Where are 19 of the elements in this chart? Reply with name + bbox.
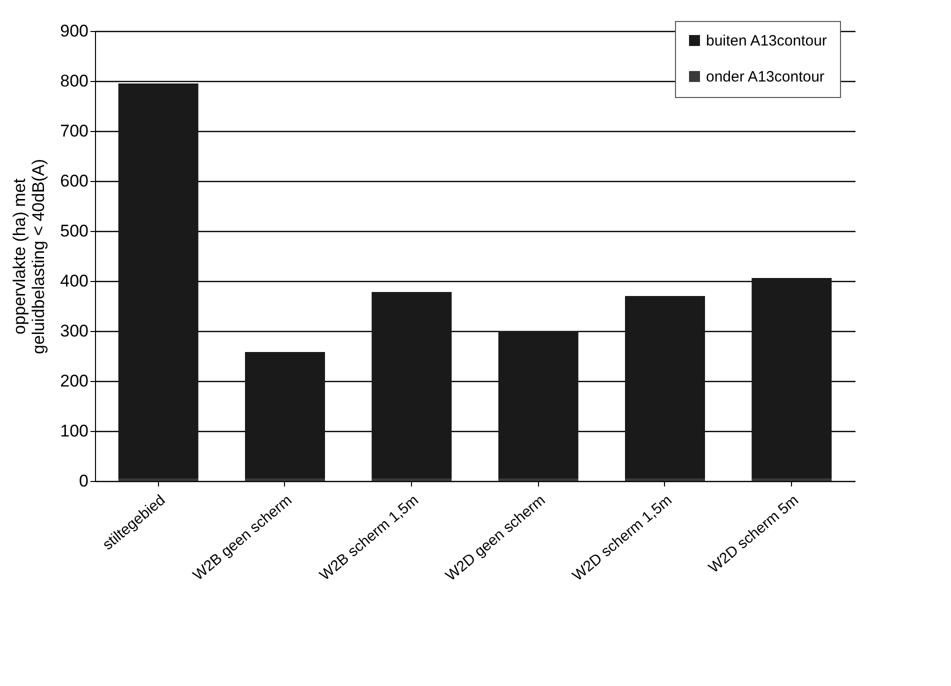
bar bbox=[752, 278, 832, 478]
y-tick-label: 0 bbox=[79, 472, 88, 490]
y-axis-title: oppervlakte (ha) met geluidbelasting < 40dB(A) bbox=[10, 158, 48, 354]
y-tick-label: 900 bbox=[60, 22, 88, 40]
y-tick-label: 700 bbox=[60, 122, 88, 140]
legend-label: buiten A13contour bbox=[706, 32, 827, 50]
bar bbox=[498, 331, 578, 478]
bar bbox=[372, 292, 452, 478]
legend-label: onder A13contour bbox=[706, 68, 824, 86]
y-tick-label: 600 bbox=[60, 172, 88, 190]
y-tick-label: 500 bbox=[60, 222, 88, 240]
y-tick-label: 800 bbox=[60, 72, 88, 90]
bar bbox=[245, 352, 325, 478]
bar bbox=[118, 84, 198, 478]
y-tick-label: 200 bbox=[60, 372, 88, 390]
y-tick-label: 400 bbox=[60, 272, 88, 290]
y-tick-label: 100 bbox=[60, 422, 88, 440]
bar bbox=[625, 296, 705, 478]
y-tick-label: 300 bbox=[60, 322, 88, 340]
